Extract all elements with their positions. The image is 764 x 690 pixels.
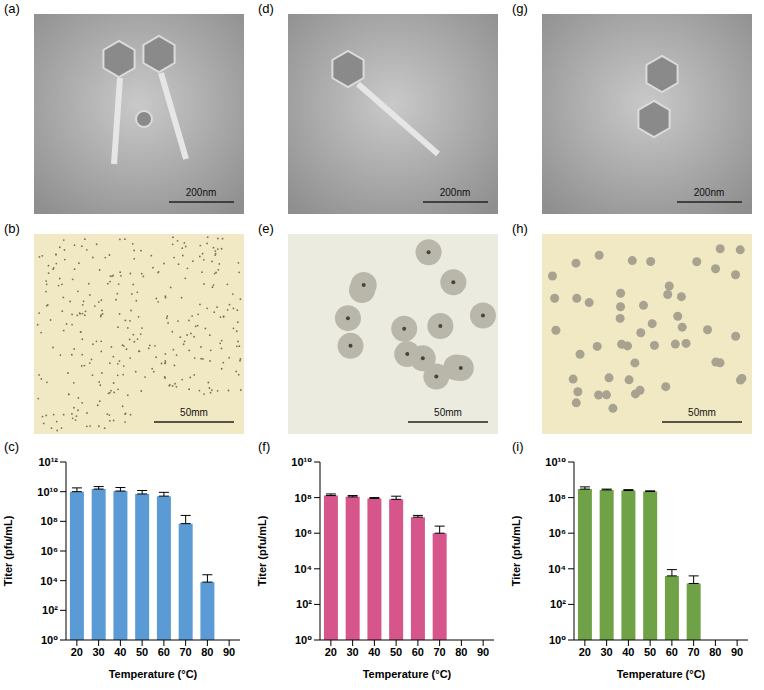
svg-text:Temperature (°C): Temperature (°C)	[363, 668, 452, 680]
svg-text:10¹⁰: 10¹⁰	[545, 456, 566, 468]
html-text:(f): (f)	[258, 439, 271, 454]
html-text:(g): (g)	[512, 1, 528, 16]
svg-text:10¹⁰: 10¹⁰	[37, 486, 58, 498]
svg-text:40: 40	[622, 646, 634, 658]
svg-text:10⁸: 10⁸	[41, 515, 58, 527]
svg-text:10⁰: 10⁰	[295, 634, 312, 646]
svg-text:20: 20	[579, 646, 591, 658]
svg-text:10⁴: 10⁴	[548, 563, 566, 575]
svg-text:80: 80	[201, 646, 213, 658]
html-text:(h): (h)	[512, 221, 528, 236]
svg-text:90: 90	[223, 646, 235, 658]
svg-text:30: 30	[93, 646, 105, 658]
html-text:(b): (b)	[4, 221, 20, 236]
svg-text:50: 50	[644, 646, 656, 658]
html-text:(e): (e)	[258, 221, 274, 236]
svg-text:10⁰: 10⁰	[549, 634, 566, 646]
html-text:(c): (c)	[4, 439, 20, 454]
svg-text:50mm: 50mm	[180, 407, 208, 418]
svg-text:10⁴: 10⁴	[40, 575, 58, 587]
svg-text:50mm: 50mm	[688, 407, 716, 418]
svg-text:10⁶: 10⁶	[295, 527, 312, 539]
svg-text:Temperature (°C): Temperature (°C)	[109, 668, 198, 680]
svg-text:80: 80	[709, 646, 721, 658]
html-text:(d): (d)	[258, 1, 274, 16]
svg-text:30: 30	[347, 646, 359, 658]
svg-text:10²: 10²	[42, 604, 58, 616]
svg-text:200nm: 200nm	[186, 187, 217, 198]
svg-text:90: 90	[731, 646, 743, 658]
svg-text:20: 20	[71, 646, 83, 658]
svg-text:10¹⁰: 10¹⁰	[291, 456, 312, 468]
svg-text:Temperature (°C): Temperature (°C)	[617, 668, 706, 680]
svg-text:60: 60	[666, 646, 678, 658]
svg-text:200nm: 200nm	[694, 187, 725, 198]
html-text:(i): (i)	[512, 439, 524, 454]
svg-text:10¹²: 10¹²	[38, 456, 58, 468]
svg-text:50: 50	[390, 646, 402, 658]
svg-text:50: 50	[136, 646, 148, 658]
html-text:(a): (a)	[4, 1, 20, 16]
svg-text:70: 70	[180, 646, 192, 658]
svg-text:Titer (pfu/mL): Titer (pfu/mL)	[2, 515, 14, 586]
svg-text:40: 40	[114, 646, 126, 658]
svg-text:30: 30	[601, 646, 613, 658]
svg-text:10⁶: 10⁶	[549, 527, 566, 539]
svg-text:60: 60	[158, 646, 170, 658]
svg-text:Titer (pfu/mL): Titer (pfu/mL)	[256, 515, 268, 586]
svg-text:90: 90	[477, 646, 489, 658]
svg-text:80: 80	[455, 646, 467, 658]
svg-text:70: 70	[434, 646, 446, 658]
svg-text:Titer (pfu/mL): Titer (pfu/mL)	[510, 515, 522, 586]
svg-text:10⁰: 10⁰	[41, 634, 58, 646]
svg-text:70: 70	[688, 646, 700, 658]
svg-text:20: 20	[325, 646, 337, 658]
svg-text:10²: 10²	[550, 598, 566, 610]
svg-text:10⁶: 10⁶	[41, 545, 58, 557]
svg-text:10⁴: 10⁴	[294, 563, 312, 575]
svg-text:60: 60	[412, 646, 424, 658]
svg-text:40: 40	[368, 646, 380, 658]
svg-text:200nm: 200nm	[440, 187, 471, 198]
svg-text:10⁸: 10⁸	[295, 492, 312, 504]
svg-text:10⁸: 10⁸	[549, 492, 566, 504]
svg-text:10²: 10²	[296, 598, 312, 610]
svg-text:50mm: 50mm	[434, 407, 462, 418]
